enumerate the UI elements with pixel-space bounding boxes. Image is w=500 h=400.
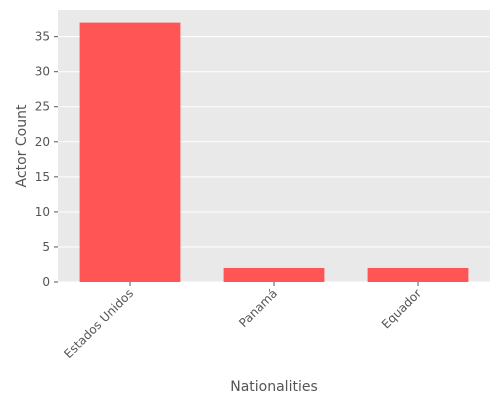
y-tick-label: 15 xyxy=(35,170,50,184)
bar xyxy=(367,267,469,282)
bar xyxy=(223,267,325,282)
y-axis-title: Actor Count xyxy=(14,104,30,187)
bar xyxy=(79,22,181,282)
y-tick-label: 10 xyxy=(35,205,50,219)
x-axis-title: Nationalities xyxy=(230,379,318,395)
x-tick-label: Panamá xyxy=(236,286,280,330)
y-tick-label: 0 xyxy=(42,275,50,289)
y-tick-label: 5 xyxy=(42,240,50,254)
x-tick-label: Equador xyxy=(379,286,424,331)
y-tick-label: 35 xyxy=(35,30,50,44)
y-axis-ticks: 0 5 10 15 20 25 30 35 xyxy=(35,30,58,289)
x-axis-ticks: Estados Unidos Panamá Equador xyxy=(61,282,424,361)
x-tick-label: Estados Unidos xyxy=(61,286,136,361)
y-tick-label: 20 xyxy=(35,135,50,149)
y-tick-label: 25 xyxy=(35,100,50,114)
y-tick-label: 30 xyxy=(35,65,50,79)
bars xyxy=(79,22,469,282)
